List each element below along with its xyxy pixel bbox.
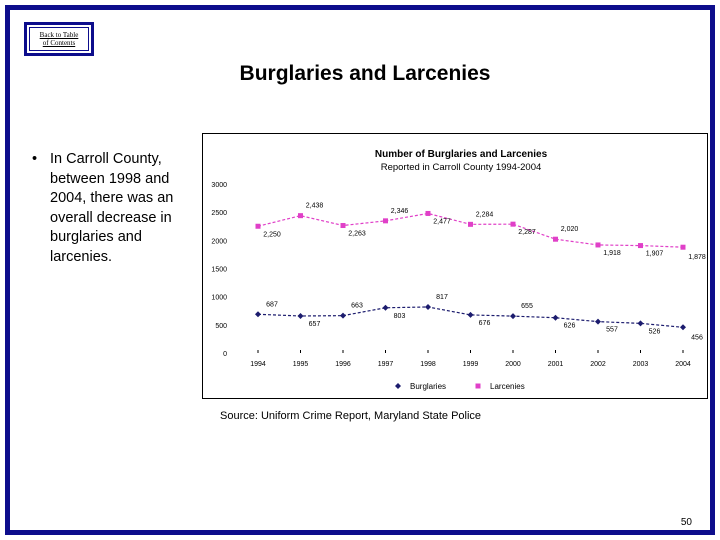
data-label: 626 bbox=[564, 323, 576, 330]
line-chart: Number of Burglaries and Larcenies Repor… bbox=[211, 149, 706, 391]
series-group: 687 657 663 803 817 676 655 626 557 526 456 2,250 2,… bbox=[255, 203, 706, 341]
x-tick-label: 1995 bbox=[293, 361, 309, 368]
data-label: 1,918 bbox=[603, 250, 621, 257]
axes: 0 500 1000 1500 2000 2500 3000 1994 1995 1996 1997… bbox=[211, 182, 690, 368]
series-line-larcenies bbox=[257, 212, 684, 248]
x-tick-label: 2003 bbox=[633, 361, 649, 368]
data-label: 2,284 bbox=[476, 211, 494, 218]
legend-label: Burglaries bbox=[410, 382, 446, 391]
x-tick-label: 2000 bbox=[505, 361, 521, 368]
legend-label: Larcenies bbox=[490, 382, 525, 391]
data-label: 1,878 bbox=[688, 254, 706, 261]
larcenies-point bbox=[383, 218, 388, 224]
series-line-burglaries bbox=[257, 306, 684, 328]
data-label: 2,263 bbox=[348, 231, 366, 238]
data-label: 2,287 bbox=[518, 229, 536, 236]
larcenies-point bbox=[425, 210, 431, 216]
data-label: 676 bbox=[479, 320, 491, 327]
source-note: Source: Uniform Crime Report, Maryland S… bbox=[220, 410, 482, 422]
burglaries-point bbox=[680, 324, 686, 331]
bullet-icon: • bbox=[32, 151, 38, 167]
larcenies-point bbox=[680, 244, 686, 250]
burglaries-point bbox=[382, 304, 389, 311]
x-tick-label: 1994 bbox=[250, 361, 266, 368]
data-label: 655 bbox=[521, 303, 533, 310]
data-label: 2,250 bbox=[263, 231, 281, 238]
larcenies-point bbox=[298, 213, 303, 219]
bullet-point: • In Carroll County, between 1998 and 20… bbox=[32, 150, 202, 267]
y-tick-label: 2000 bbox=[211, 238, 227, 245]
back-to-contents-button[interactable]: Back to Table of Contents bbox=[24, 22, 94, 56]
y-tick-label: 2500 bbox=[211, 210, 227, 217]
x-tick-label: 2002 bbox=[590, 361, 606, 368]
data-label: 663 bbox=[351, 303, 363, 310]
legend: Burglaries Larcenies bbox=[395, 382, 525, 391]
x-tick-label: 1999 bbox=[463, 361, 479, 368]
burglaries-point bbox=[425, 303, 431, 310]
data-label: 526 bbox=[649, 328, 661, 335]
larcenies-point bbox=[595, 242, 601, 248]
larcenies-point bbox=[340, 223, 346, 229]
data-label: 657 bbox=[309, 321, 321, 328]
burglaries-point bbox=[637, 320, 644, 327]
slide-frame: Back to Table of Contents Burglaries and… bbox=[5, 5, 715, 535]
burglaries-point bbox=[510, 313, 516, 320]
back-to-contents-link[interactable]: Back to Table of Contents bbox=[29, 27, 89, 51]
data-label: 803 bbox=[394, 313, 406, 320]
burglaries-point bbox=[340, 312, 346, 319]
y-tick-label: 3000 bbox=[211, 182, 227, 189]
bullet-text: In Carroll County, between 1998 and 2004… bbox=[50, 151, 174, 265]
back-link-line2: of Contents bbox=[42, 39, 76, 47]
larcenies-point bbox=[638, 243, 643, 249]
x-tick-label: 1996 bbox=[335, 361, 351, 368]
chart-container: Number of Burglaries and Larcenies Repor… bbox=[202, 133, 708, 399]
chart-subtitle: Reported in Carroll County 1994-2004 bbox=[381, 162, 542, 173]
x-tick-label: 2004 bbox=[675, 361, 691, 368]
data-label: 2,346 bbox=[391, 208, 409, 215]
data-label: 557 bbox=[606, 327, 618, 334]
y-tick-label: 1000 bbox=[211, 295, 227, 302]
page-number: 50 bbox=[680, 517, 692, 528]
data-label: 2,020 bbox=[561, 226, 579, 233]
y-tick-label: 500 bbox=[215, 323, 227, 330]
chart-title: Number of Burglaries and Larcenies bbox=[375, 149, 548, 160]
data-label: 2,438 bbox=[306, 203, 324, 210]
legend-marker-larcenies bbox=[475, 383, 481, 389]
x-tick-label: 1998 bbox=[420, 361, 436, 368]
data-label: 456 bbox=[691, 334, 703, 341]
data-label: 1,907 bbox=[646, 251, 664, 258]
burglaries-point bbox=[297, 312, 304, 319]
y-tick-label: 1500 bbox=[211, 267, 227, 274]
burglaries-point bbox=[595, 318, 601, 325]
data-label: 817 bbox=[436, 294, 448, 301]
burglaries-point bbox=[467, 311, 474, 318]
larcenies-point bbox=[468, 221, 473, 227]
x-tick-label: 2001 bbox=[548, 361, 564, 368]
larcenies-point bbox=[553, 236, 558, 242]
data-label: 687 bbox=[266, 301, 278, 308]
y-tick-label: 0 bbox=[223, 351, 227, 358]
larcenies-point bbox=[255, 223, 261, 229]
larcenies-point bbox=[510, 221, 516, 227]
data-label: 2,477 bbox=[433, 218, 451, 225]
slide-title: Burglaries and Larcenies bbox=[239, 62, 491, 85]
burglaries-point bbox=[255, 311, 261, 318]
back-link-line1: Back to Table bbox=[39, 31, 79, 39]
x-tick-label: 1997 bbox=[378, 361, 394, 368]
burglaries-point bbox=[552, 314, 559, 321]
legend-marker-burglaries bbox=[395, 383, 401, 389]
